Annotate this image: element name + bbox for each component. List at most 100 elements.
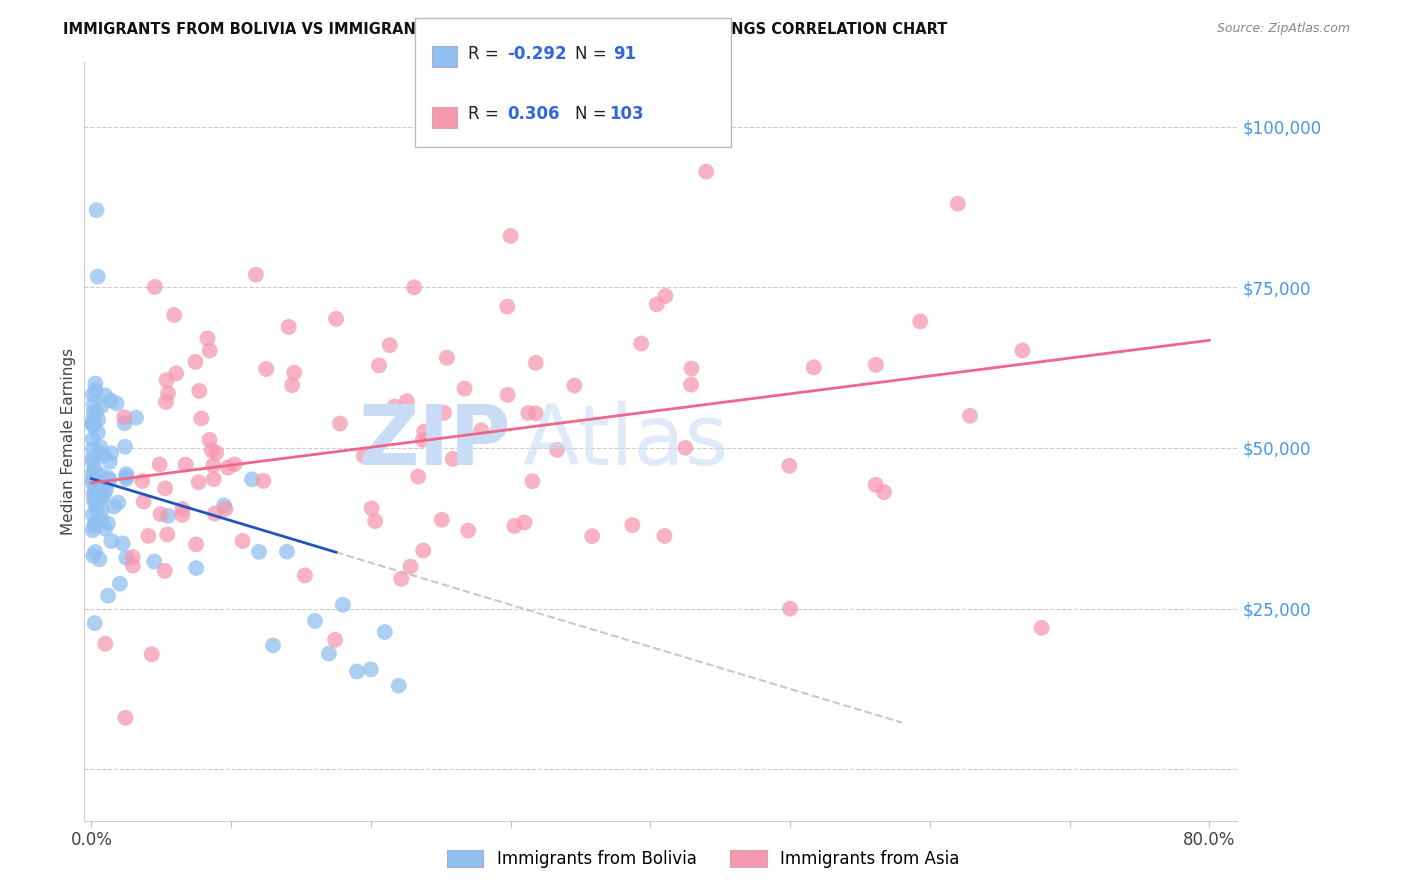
Point: [94, 637, 117, 651]
Point: [82, 398, 104, 412]
Point: [98, 455, 121, 469]
Point: [87, 425, 110, 440]
Point: [522, 475, 544, 489]
Point: [97, 471, 120, 485]
Point: [112, 410, 135, 425]
Point: [779, 601, 801, 615]
Point: [277, 320, 299, 334]
Point: [89, 446, 111, 460]
Point: [214, 502, 236, 516]
Point: [83, 467, 105, 481]
Point: [84, 516, 107, 530]
Point: [115, 467, 138, 482]
Point: [384, 400, 406, 414]
Point: [959, 409, 981, 423]
Point: [83, 519, 105, 533]
Point: [318, 647, 340, 661]
Point: [621, 518, 644, 533]
Point: [90, 491, 112, 505]
Point: [212, 499, 235, 513]
Point: [630, 336, 652, 351]
Point: [89, 491, 111, 505]
Text: -0.292: -0.292: [508, 45, 567, 62]
Point: [83, 616, 105, 631]
Point: [323, 632, 346, 647]
Point: [294, 568, 316, 582]
Point: [114, 440, 136, 454]
Point: [94, 483, 117, 497]
Point: [910, 314, 932, 328]
Point: [84, 478, 107, 492]
Point: [82, 455, 104, 469]
Point: [202, 458, 225, 473]
Point: [441, 451, 464, 466]
Point: [436, 351, 458, 365]
Point: [90, 503, 112, 517]
Point: [778, 458, 800, 473]
Point: [204, 507, 226, 521]
Point: [395, 394, 418, 409]
Point: [93, 487, 115, 501]
Point: [82, 442, 104, 456]
Text: R =: R =: [468, 45, 505, 62]
Point: [283, 366, 305, 380]
Point: [402, 280, 425, 294]
Point: [252, 474, 274, 488]
Point: [695, 164, 717, 178]
Point: [374, 625, 396, 640]
Point: [86, 203, 108, 218]
Text: ZIP: ZIP: [359, 401, 510, 482]
Point: [84, 496, 107, 510]
Point: [873, 485, 896, 500]
Point: [97, 516, 120, 531]
Point: [201, 443, 224, 458]
Point: [430, 513, 453, 527]
Point: [503, 519, 526, 533]
Point: [149, 507, 172, 521]
Point: [172, 501, 194, 516]
Point: [153, 564, 176, 578]
Point: [654, 289, 676, 303]
Point: [138, 529, 160, 543]
Point: [546, 442, 568, 457]
Point: [82, 418, 104, 433]
Point: [103, 500, 125, 514]
Text: 91: 91: [613, 45, 636, 62]
Point: [412, 543, 434, 558]
Point: [388, 679, 411, 693]
Point: [470, 423, 492, 437]
Point: [157, 508, 180, 523]
Point: [143, 555, 166, 569]
Point: [82, 451, 104, 466]
Point: [513, 516, 536, 530]
Point: [121, 558, 143, 573]
Point: [83, 471, 105, 485]
Point: [673, 441, 696, 455]
Point: [93, 449, 115, 463]
Point: [83, 405, 105, 419]
Point: [1011, 343, 1033, 358]
Point: [100, 446, 122, 460]
Point: [654, 529, 676, 543]
Point: [399, 559, 422, 574]
Point: [865, 478, 887, 492]
Point: [82, 471, 104, 485]
Point: [174, 458, 197, 472]
Point: [83, 492, 105, 507]
Point: [406, 469, 429, 483]
Point: [84, 376, 107, 391]
Point: [143, 280, 166, 294]
Point: [83, 462, 105, 476]
Point: [108, 576, 131, 591]
Point: [82, 508, 104, 522]
Point: [197, 331, 219, 345]
Point: [83, 417, 105, 432]
Point: [433, 406, 456, 420]
Point: [84, 545, 107, 559]
Point: [224, 458, 246, 472]
Text: Source: ZipAtlas.com: Source: ZipAtlas.com: [1216, 22, 1350, 36]
Point: [524, 356, 547, 370]
Point: [232, 533, 254, 548]
Point: [564, 378, 586, 392]
Point: [184, 355, 207, 369]
